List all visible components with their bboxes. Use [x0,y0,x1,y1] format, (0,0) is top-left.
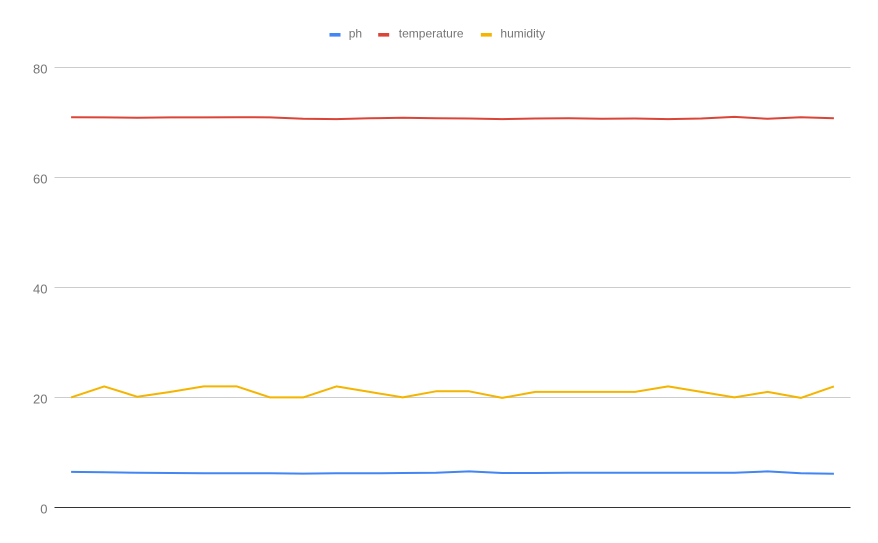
svg-text:temperature: temperature [399,27,464,41]
svg-text:40: 40 [33,281,47,296]
svg-text:0: 0 [40,501,47,516]
svg-text:80: 80 [33,61,47,76]
svg-text:60: 60 [33,171,47,186]
svg-text:humidity: humidity [500,27,545,41]
svg-text:ph: ph [349,27,362,41]
svg-text:20: 20 [33,391,47,406]
